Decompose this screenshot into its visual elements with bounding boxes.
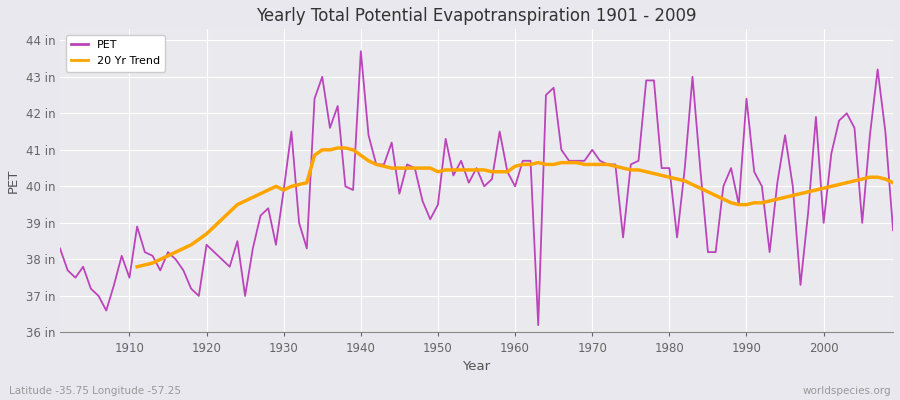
Legend: PET, 20 Yr Trend: PET, 20 Yr Trend xyxy=(66,35,166,72)
Y-axis label: PET: PET xyxy=(7,169,20,193)
X-axis label: Year: Year xyxy=(463,360,491,373)
Title: Yearly Total Potential Evapotranspiration 1901 - 2009: Yearly Total Potential Evapotranspiratio… xyxy=(256,7,697,25)
Text: worldspecies.org: worldspecies.org xyxy=(803,386,891,396)
Text: Latitude -35.75 Longitude -57.25: Latitude -35.75 Longitude -57.25 xyxy=(9,386,181,396)
